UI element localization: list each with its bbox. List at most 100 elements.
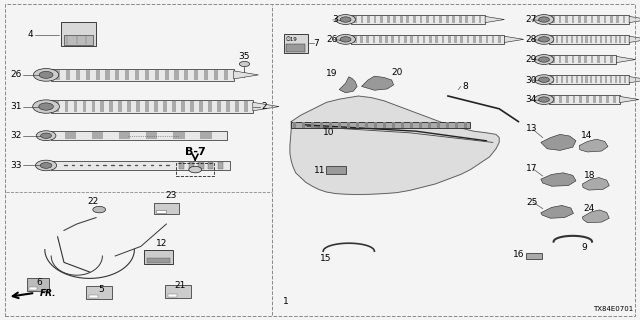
Bar: [351, 15, 485, 24]
Bar: [135, 70, 139, 80]
Bar: [473, 36, 476, 43]
Polygon shape: [362, 76, 394, 90]
Bar: [467, 36, 469, 43]
Bar: [604, 56, 606, 63]
Circle shape: [539, 17, 549, 22]
Bar: [118, 101, 122, 112]
Bar: [115, 70, 120, 80]
Bar: [623, 16, 625, 23]
Text: 5: 5: [99, 285, 104, 294]
Bar: [164, 70, 169, 80]
Polygon shape: [582, 178, 609, 190]
Bar: [379, 36, 381, 43]
Bar: [604, 16, 606, 23]
Bar: [459, 16, 461, 23]
Text: 13: 13: [526, 124, 538, 133]
Circle shape: [33, 100, 60, 113]
Bar: [556, 76, 559, 83]
Bar: [329, 122, 332, 128]
Bar: [613, 96, 616, 103]
Bar: [590, 76, 593, 83]
Bar: [145, 70, 149, 80]
Text: 14: 14: [581, 131, 593, 140]
Circle shape: [534, 75, 554, 84]
Text: 11: 11: [314, 166, 325, 175]
Bar: [356, 122, 359, 128]
Bar: [51, 161, 230, 170]
Text: 19: 19: [326, 69, 337, 78]
Bar: [51, 69, 234, 81]
Circle shape: [93, 206, 106, 213]
Text: 31: 31: [10, 102, 22, 111]
Polygon shape: [541, 173, 576, 186]
Bar: [572, 16, 574, 23]
Bar: [410, 122, 413, 128]
Bar: [204, 70, 208, 80]
Polygon shape: [579, 139, 608, 152]
Bar: [624, 76, 627, 83]
Bar: [106, 70, 109, 80]
Circle shape: [539, 57, 549, 62]
Bar: [173, 132, 184, 139]
Circle shape: [39, 71, 53, 78]
Bar: [176, 163, 214, 176]
Bar: [552, 16, 555, 23]
Bar: [620, 36, 621, 43]
Bar: [383, 122, 387, 128]
Text: 35: 35: [239, 52, 250, 61]
Bar: [552, 96, 556, 103]
Text: 12: 12: [156, 239, 167, 248]
Bar: [354, 16, 356, 23]
Bar: [559, 16, 561, 23]
Text: 15: 15: [320, 254, 332, 263]
Bar: [595, 76, 597, 83]
Bar: [392, 122, 396, 128]
Text: 10: 10: [323, 128, 334, 137]
Bar: [426, 16, 429, 23]
Bar: [571, 36, 573, 43]
Bar: [218, 162, 223, 169]
Bar: [56, 70, 60, 80]
Bar: [479, 36, 482, 43]
Circle shape: [340, 37, 351, 42]
Text: 1: 1: [284, 297, 289, 306]
Text: 22: 22: [87, 197, 99, 206]
Bar: [86, 70, 90, 80]
Bar: [566, 96, 569, 103]
Bar: [226, 101, 230, 112]
Bar: [302, 122, 305, 128]
Text: 9: 9: [581, 244, 587, 252]
Polygon shape: [620, 96, 639, 103]
Bar: [572, 56, 574, 63]
Bar: [549, 75, 629, 84]
Bar: [610, 16, 612, 23]
Bar: [374, 16, 376, 23]
Bar: [435, 36, 438, 43]
Bar: [214, 70, 218, 80]
Bar: [561, 36, 563, 43]
Bar: [593, 96, 596, 103]
Circle shape: [534, 95, 554, 104]
Circle shape: [36, 160, 57, 171]
Bar: [360, 36, 363, 43]
Bar: [163, 101, 167, 112]
Text: 18: 18: [584, 171, 595, 180]
Bar: [354, 36, 356, 43]
Text: 24: 24: [584, 204, 595, 212]
Bar: [446, 16, 449, 23]
Bar: [498, 36, 500, 43]
Bar: [591, 16, 593, 23]
Text: ∅19: ∅19: [285, 37, 297, 42]
Bar: [595, 36, 597, 43]
Polygon shape: [290, 96, 499, 195]
Bar: [549, 15, 629, 24]
Bar: [155, 70, 159, 80]
Bar: [200, 132, 212, 139]
Bar: [586, 36, 588, 43]
Bar: [338, 122, 341, 128]
Bar: [168, 294, 177, 297]
Bar: [392, 36, 394, 43]
Bar: [224, 70, 228, 80]
Bar: [372, 36, 375, 43]
Text: 23: 23: [166, 191, 177, 200]
